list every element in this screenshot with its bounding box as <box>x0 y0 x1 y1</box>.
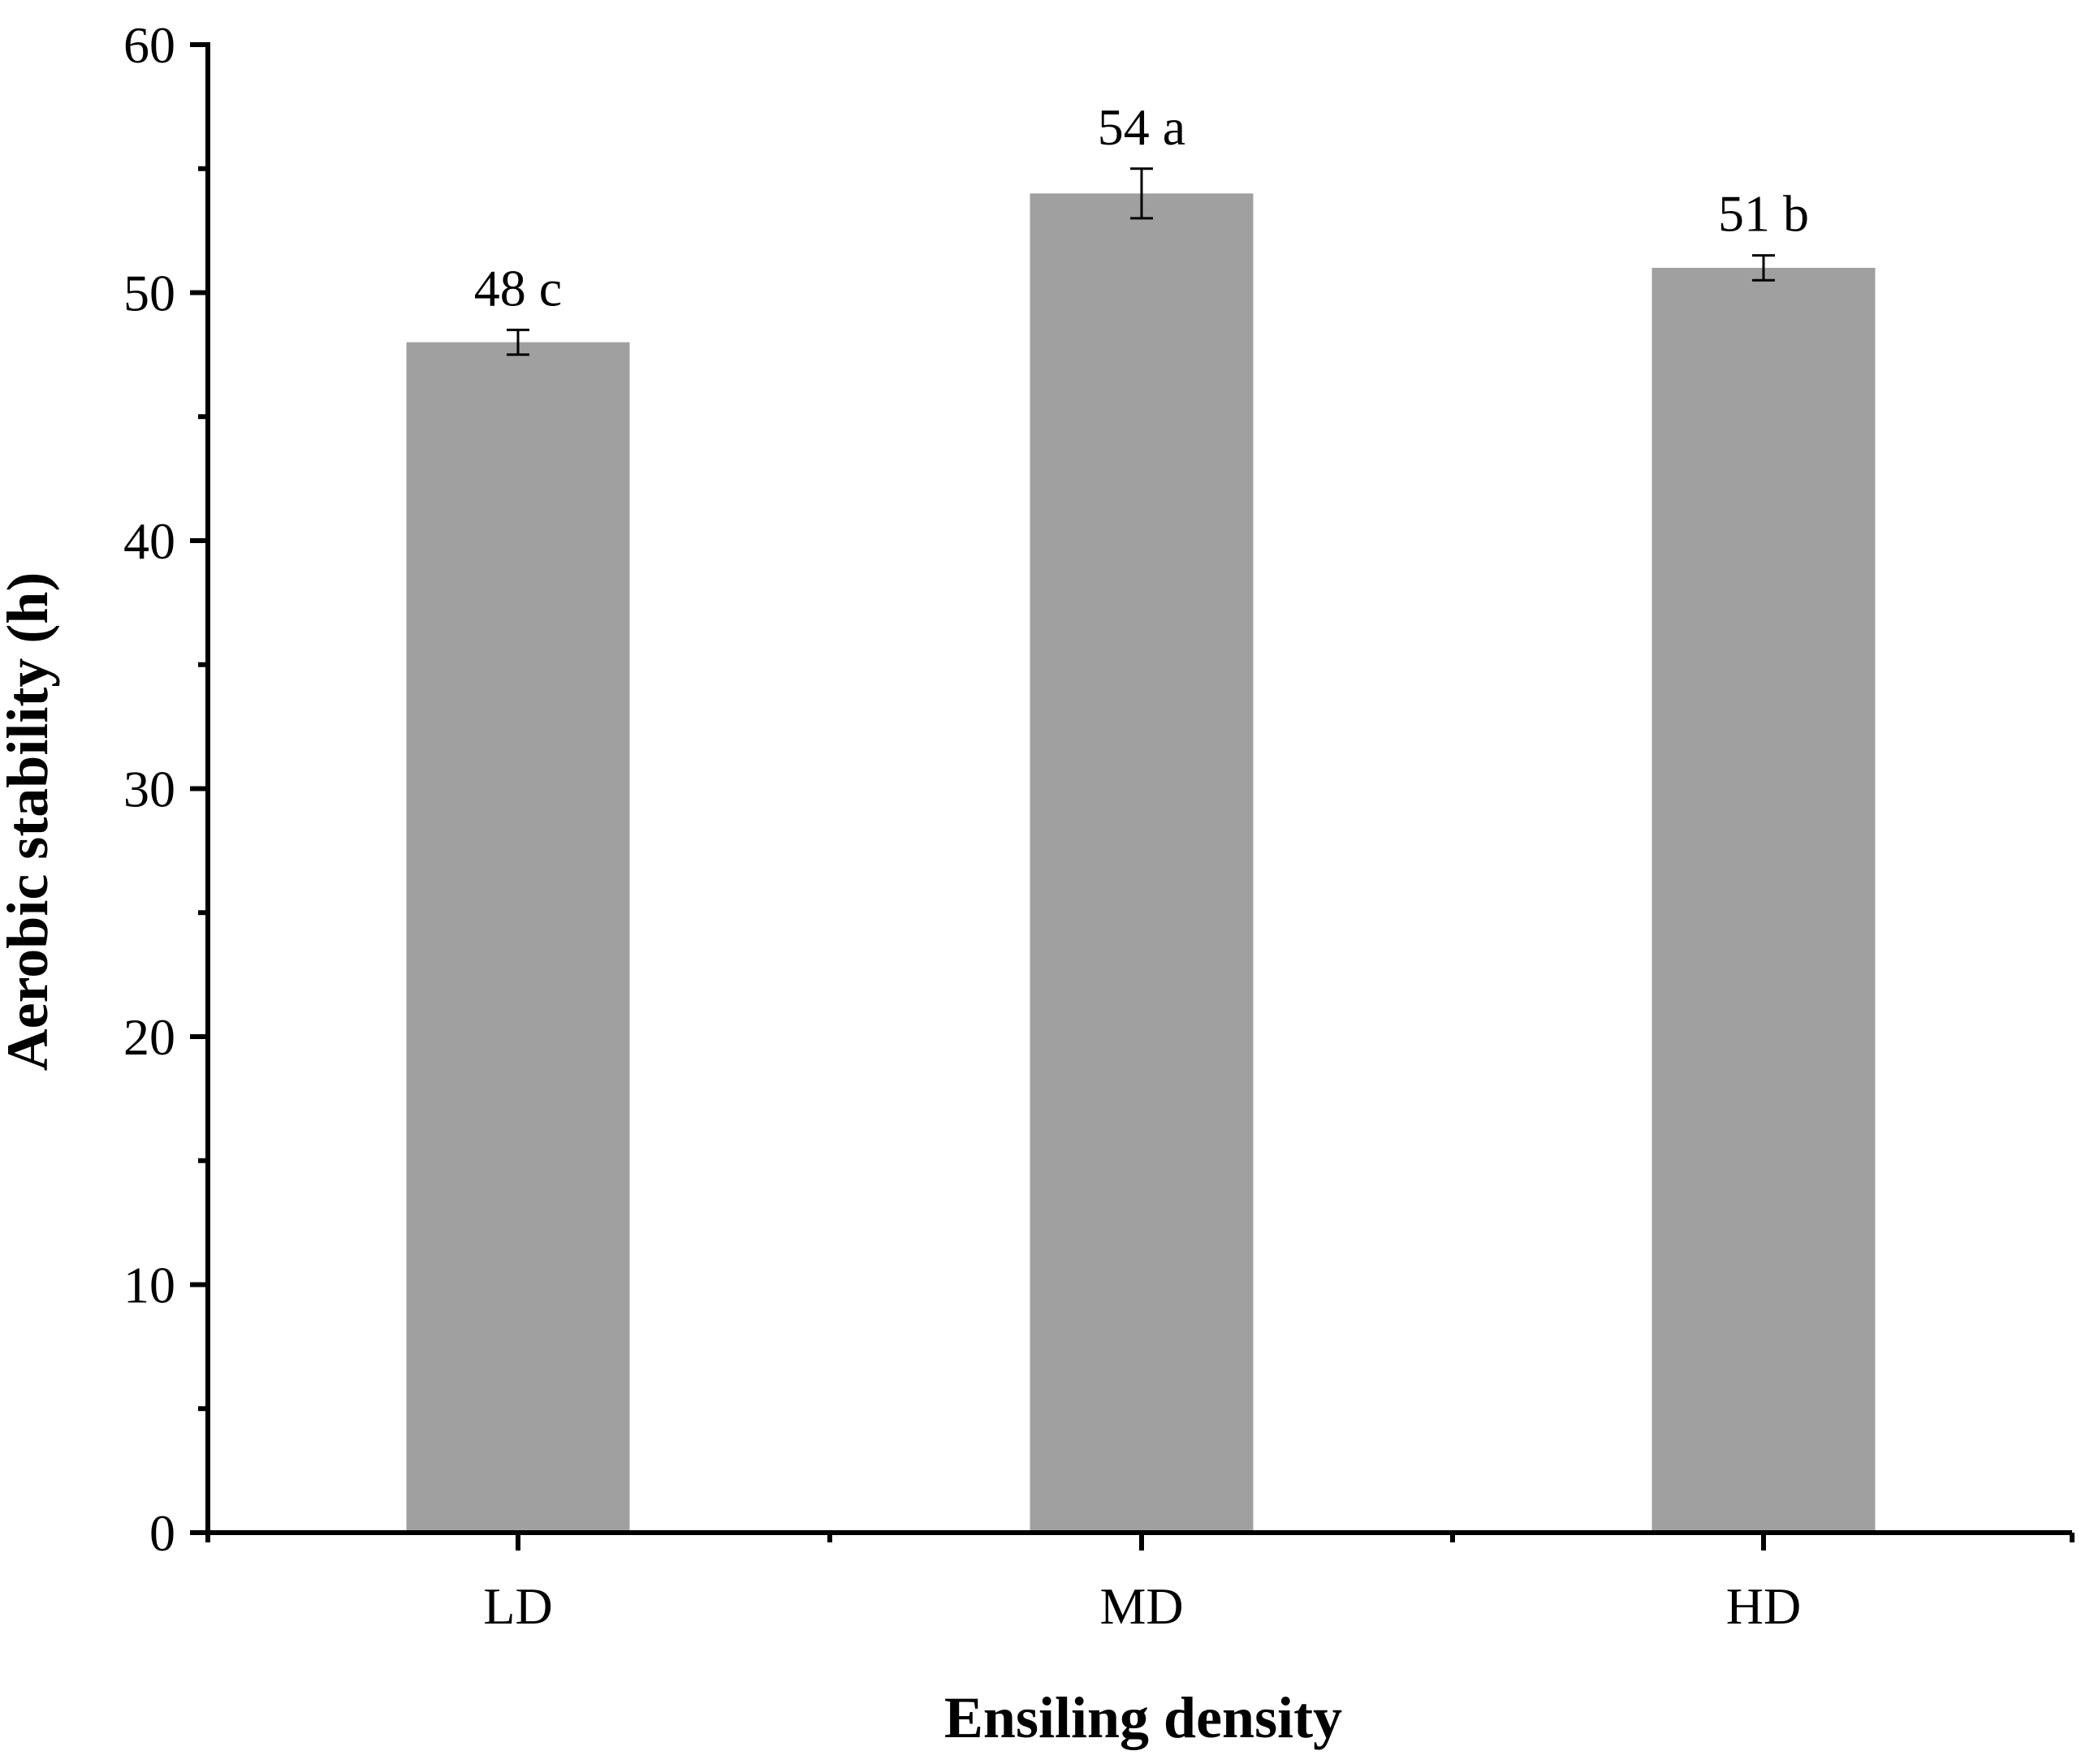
x-category-label-md: MD <box>1099 1577 1183 1635</box>
y-tick-label: 40 <box>123 512 175 570</box>
data-label-hd: 51 b <box>1718 185 1809 243</box>
error-bar-md <box>1130 167 1153 220</box>
bar-hd <box>1651 267 1876 1533</box>
y-tick-label: 20 <box>123 1008 175 1066</box>
labels-layer: 0 10 20 30 40 50 60 LD MD HD 48 c 54 a 51 b <box>123 16 1809 1635</box>
x-category-label-ld: LD <box>483 1577 552 1635</box>
error-bar-hd <box>1752 254 1775 282</box>
y-tick-label: 10 <box>123 1257 175 1314</box>
y-axis-title: Aerobic stability (h) <box>0 572 60 1072</box>
ticks-layer <box>190 42 2075 1551</box>
y-tick-label: 30 <box>123 761 175 818</box>
x-category-label-hd: HD <box>1726 1577 1801 1635</box>
error-bars-layer <box>507 167 1775 356</box>
y-tick-label: 60 <box>123 16 175 74</box>
data-label-ld: 48 c <box>474 259 562 317</box>
x-axis-title: Ensiling density <box>944 1685 1342 1750</box>
error-bar-ld <box>507 328 529 356</box>
y-tick-label: 0 <box>149 1504 175 1562</box>
bar-md <box>1030 193 1254 1533</box>
bars-layer <box>406 193 1876 1533</box>
data-label-md: 54 a <box>1098 98 1185 156</box>
y-tick-label: 50 <box>123 265 175 322</box>
bar-ld <box>406 342 630 1533</box>
